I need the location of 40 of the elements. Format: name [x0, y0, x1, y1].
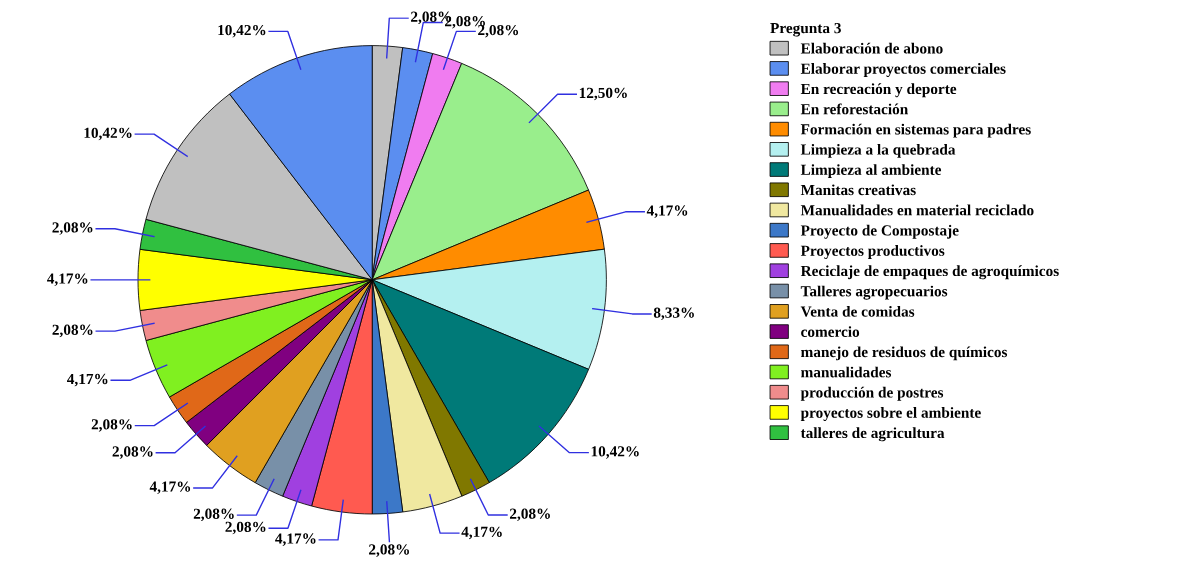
legend-label: Proyectos productivos: [800, 245, 945, 259]
data-label: 2,08%: [369, 544, 409, 557]
data-label: 2,08%: [193, 508, 234, 522]
legend-label: Talleres agropecuarios: [800, 285, 948, 300]
data-label: 4,17%: [149, 481, 191, 494]
data-label: 2,08%: [509, 508, 550, 522]
legend-label: manualidades: [801, 366, 892, 378]
legend-label: Reciclaje de empaques de agroquímicos: [800, 265, 1059, 280]
legend-label: Elaborar proyectos comerciales: [800, 63, 1006, 77]
data-label: 4,17%: [47, 273, 88, 286]
data-label: 4,17%: [646, 205, 688, 218]
data-label: 4,17%: [275, 533, 316, 546]
legend-label: Elaboración de abono: [800, 42, 943, 54]
legend-label: producción de postres: [800, 386, 944, 401]
legend-title: Pregunta 3: [770, 22, 841, 37]
legend-label: Formación en sistemas para padres: [800, 123, 1031, 138]
legend-label: En recreación y deporte: [800, 83, 957, 98]
data-label: 10,42%: [218, 24, 266, 38]
legend-label: Limpieza a la quebrada: [800, 143, 956, 158]
data-label: 12,50%: [579, 87, 627, 101]
legend-label: En reforestación: [800, 103, 909, 115]
legend-label: Manualidades en material reciclado: [800, 204, 1034, 216]
data-label: 10,42%: [591, 446, 639, 459]
legend-label: talleres de agricultura: [800, 427, 945, 442]
data-label: 2,08%: [91, 419, 132, 432]
data-label: 8,33%: [653, 307, 694, 320]
legend-label: Manitas creativas: [800, 184, 916, 196]
data-label: 2,08%: [52, 324, 93, 338]
legend-label: Proyecto de Compostaje: [800, 224, 959, 239]
legend-label: Venta de comidas: [800, 305, 915, 317]
data-label: 2,08%: [112, 446, 153, 459]
legend-label: comercio: [801, 326, 860, 337]
data-label: 2,08%: [225, 521, 266, 535]
data-label: 4,17%: [67, 373, 108, 387]
legend-label: proyectos sobre el ambiente: [800, 407, 981, 421]
data-label: 4,17%: [461, 526, 502, 540]
data-label: 10,42%: [84, 127, 132, 141]
legend-label: manejo de residuos de químicos: [801, 346, 1008, 361]
data-label: 2,08%: [52, 222, 93, 235]
legend-label: Limpieza al ambiente: [800, 164, 942, 179]
